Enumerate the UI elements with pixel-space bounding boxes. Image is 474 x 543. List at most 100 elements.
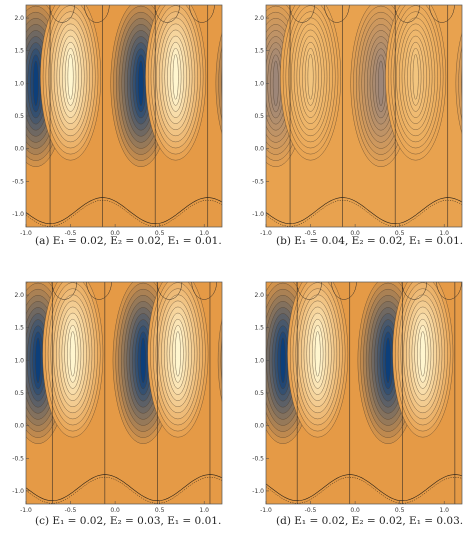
y-tick-label: 0.5 (14, 113, 24, 120)
y-tick-label: 1.0 (14, 357, 24, 364)
y-tick-label: -1.0 (252, 211, 264, 218)
y-tick-label: 1.0 (254, 80, 264, 87)
y-tick-label: 1.0 (254, 357, 264, 364)
boundary-curve-dotted (266, 476, 462, 504)
contour-level (241, 55, 252, 112)
x-tick-label: -1.0 (20, 507, 32, 514)
contour-level (138, 60, 144, 107)
contour-level (461, 64, 462, 103)
top-contour-arc (436, 282, 462, 300)
x-tick-label: 0.5 (155, 507, 165, 514)
x-tick-label: 0.5 (395, 230, 405, 237)
top-contour-arc (0, 282, 6, 299)
contour-level (218, 44, 222, 122)
y-tick-label: 2.0 (14, 15, 24, 22)
x-tick-label: -1.0 (260, 230, 272, 237)
top-contour-arc (331, 282, 357, 300)
contour-level (280, 337, 286, 384)
contour-level (463, 277, 474, 444)
y-tick-label: -0.5 (12, 178, 24, 185)
x-tick-label: -1.0 (20, 230, 32, 237)
contour-level (243, 332, 254, 389)
x-tick-label: 0.0 (110, 230, 120, 237)
y-tick-label: 1.5 (254, 48, 264, 55)
contour-level (224, 289, 273, 431)
contour-level (35, 337, 41, 384)
top-contour-arc (86, 282, 112, 300)
contour-level (378, 60, 384, 107)
panel-c: -1.0 -0.5 0.0 0.5 1.0 1.5 2.0 -1.0 -0.5 0.0 0.5 1.0… (0, 281, 273, 527)
x-tick-label: 1.0 (439, 230, 449, 237)
boundary-curve (26, 197, 222, 225)
top-contour-arc (51, 282, 78, 300)
contour-level (246, 338, 251, 383)
y-tick-label: 1.5 (14, 325, 24, 332)
x-tick-label: 0.0 (350, 507, 360, 514)
y-tick-label: 2.0 (14, 292, 24, 299)
contour-level (243, 61, 248, 106)
y-tick-label: 1.0 (14, 80, 24, 87)
x-tick-label: -0.5 (65, 507, 77, 514)
panel-caption: (c) E₁ = 0.02, E₂ = 0.03, E₁ = 0.01. (35, 515, 221, 527)
top-contour-arc (324, 5, 350, 23)
y-tick-label: 2.0 (254, 15, 264, 22)
contour-level (238, 49, 254, 118)
top-contour-arc (394, 5, 420, 23)
contour-field (266, 277, 474, 504)
x-tick-label: 1.0 (439, 507, 449, 514)
x-tick-label: -0.5 (305, 230, 317, 237)
top-contour-arc (156, 282, 183, 300)
top-contour-arc (429, 5, 455, 23)
contour-level (468, 289, 474, 431)
top-contour-arc (84, 5, 110, 23)
top-contour-arc (191, 282, 217, 300)
y-tick-label: 0.0 (254, 423, 264, 430)
y-tick-label: 0.0 (14, 423, 24, 430)
x-tick-label: 0.5 (395, 507, 405, 514)
top-contour-arc (49, 5, 75, 23)
contour-level (419, 331, 426, 377)
contour-level (466, 283, 474, 438)
x-tick-label: 0.5 (155, 230, 165, 237)
y-tick-label: 1.5 (254, 325, 264, 332)
boundary-curve-dotted (26, 476, 222, 504)
top-contour-arc (296, 282, 322, 300)
contour-field (0, 282, 273, 504)
x-tick-label: 1.0 (199, 230, 209, 237)
contour-level (172, 54, 179, 100)
contour-level (272, 60, 279, 107)
contour-level (140, 337, 147, 384)
top-contour-arc (154, 5, 180, 23)
contour-level (412, 54, 419, 100)
contour-level (467, 24, 474, 142)
y-tick-label: 0.0 (254, 146, 264, 153)
contour-level (307, 54, 314, 100)
contour-field (0, 5, 254, 227)
top-contour-arc (289, 5, 315, 23)
boundary-curve (266, 474, 462, 501)
contour-level (464, 18, 474, 148)
panel-caption: (d) E₁ = 0.02, E₂ = 0.02, E₁ = 0.03. (276, 515, 463, 527)
y-tick-label: -1.0 (252, 488, 264, 495)
y-tick-label: -0.5 (252, 178, 264, 185)
x-tick-label: -1.0 (260, 507, 272, 514)
x-tick-label: 0.0 (110, 507, 120, 514)
contour-field (219, 5, 474, 227)
y-tick-label: 0.5 (14, 390, 24, 397)
top-contour-arc (0, 5, 4, 22)
boundary-curve (26, 474, 222, 501)
y-tick-label: 0.5 (254, 390, 264, 397)
top-contour-arc (401, 282, 428, 300)
y-tick-label: -1.0 (12, 488, 24, 495)
contour-level (470, 30, 474, 136)
x-tick-label: 0.0 (350, 230, 360, 237)
x-tick-label: -0.5 (305, 507, 317, 514)
y-tick-label: -1.0 (12, 211, 24, 218)
y-tick-label: -0.5 (12, 455, 24, 462)
top-contour-arc (219, 5, 244, 22)
panel-caption: (b) E₁ = 0.04, E₂ = 0.02, E₁ = 0.01. (276, 235, 463, 247)
contour-level (385, 337, 391, 384)
boundary-curve-dotted (26, 199, 222, 227)
contour-level (217, 318, 222, 403)
x-tick-label: 1.0 (199, 507, 209, 514)
